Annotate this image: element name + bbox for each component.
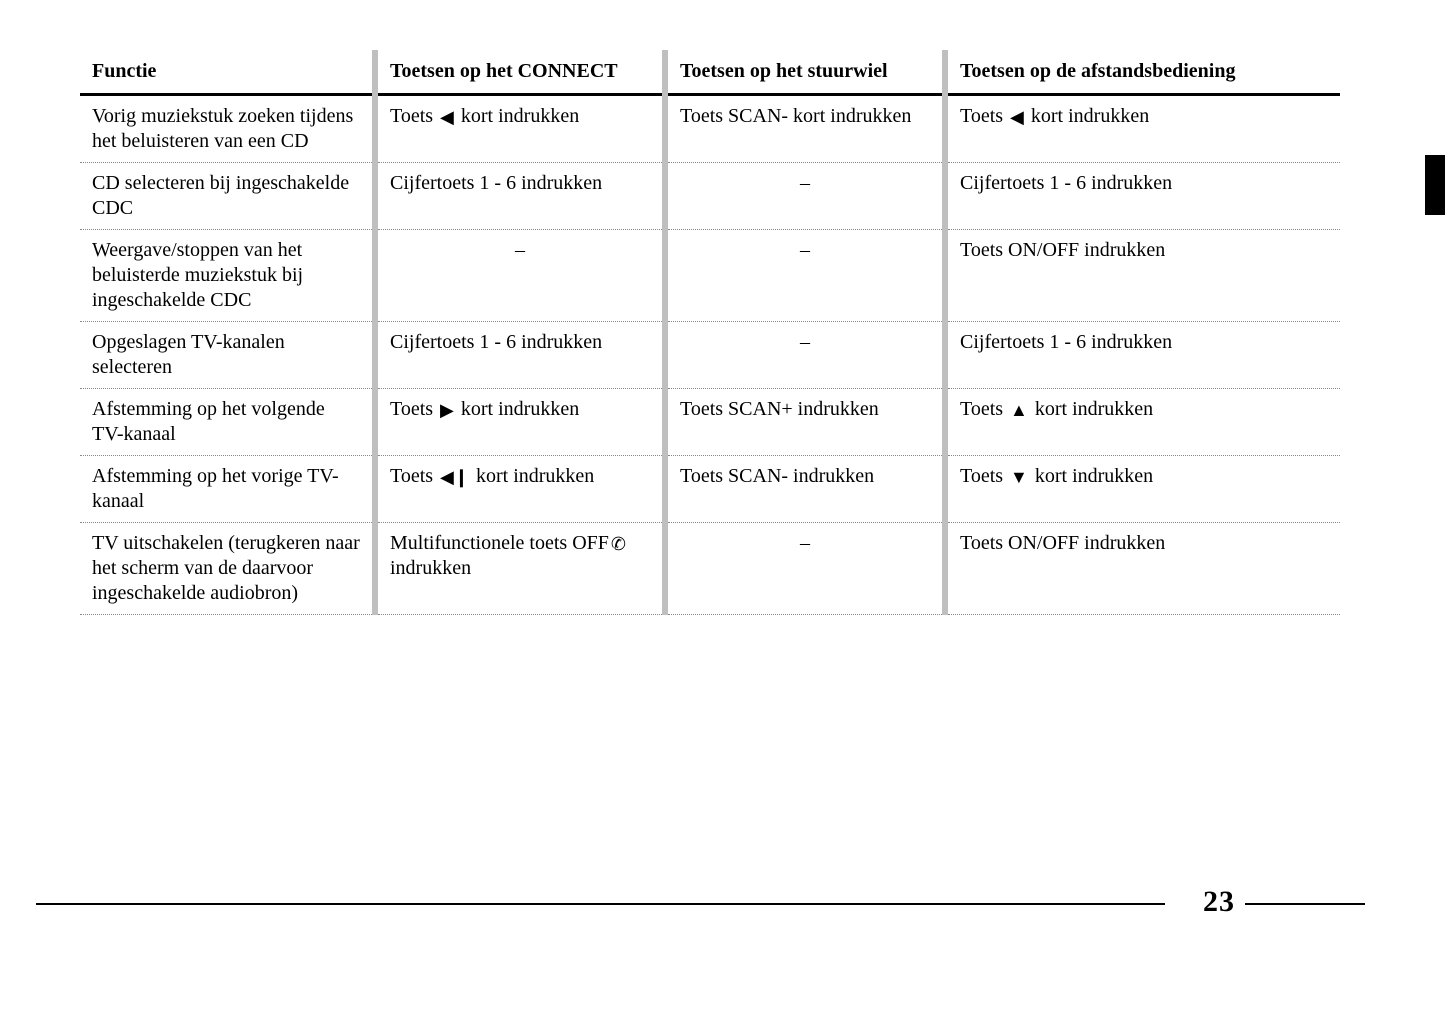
page-edge-tab bbox=[1425, 155, 1445, 215]
page-number: 23 bbox=[1203, 885, 1235, 919]
table-cell: Toets SCAN- indrukken bbox=[665, 456, 945, 523]
table-cell: – bbox=[375, 230, 665, 322]
cell-functie: Afstemming op het volgende TV-kanaal bbox=[80, 389, 375, 456]
table-row: TV uitschakelen (terugkeren naar het sch… bbox=[80, 523, 1340, 615]
table-cell: – bbox=[665, 322, 945, 389]
cell-text-post: kort indrukken bbox=[471, 465, 594, 487]
col-header-stuurwiel: Toetsen op het stuurwiel bbox=[665, 50, 945, 95]
triangle-down-icon: ▼ bbox=[1008, 466, 1030, 489]
cell-text-pre: Toets bbox=[390, 398, 438, 420]
table-cell: Toets ▼ kort indrukken bbox=[945, 456, 1340, 523]
cell-text-post: kort indrukken bbox=[1026, 105, 1149, 127]
table-cell: Toets ◀ kort indrukken bbox=[375, 95, 665, 163]
table-cell: Toets ▶ kort indrukken bbox=[375, 389, 665, 456]
triangle-up-icon: ▲ bbox=[1008, 399, 1030, 422]
cell-text-pre: Toets bbox=[960, 465, 1008, 487]
functions-table: Functie Toetsen op het CONNECT Toetsen o… bbox=[80, 50, 1340, 615]
table-cell: Toets SCAN+ indrukken bbox=[665, 389, 945, 456]
table-cell: Cijfertoets 1 - 6 indrukken bbox=[375, 322, 665, 389]
triangle-left-double-icon: ◀❙ bbox=[438, 466, 471, 489]
table-cell: – bbox=[665, 230, 945, 322]
cell-text-post: kort indrukken bbox=[456, 105, 579, 127]
page-footer: 23 bbox=[0, 889, 1445, 919]
table-row: CD selecteren bij ingeschakelde CDCCijfe… bbox=[80, 163, 1340, 230]
cell-functie: CD selecteren bij ingeschakelde CDC bbox=[80, 163, 375, 230]
cell-text-post: kort indrukken bbox=[1030, 398, 1153, 420]
cell-text-pre: Toets bbox=[390, 105, 438, 127]
table-cell: Toets ▲ kort indrukken bbox=[945, 389, 1340, 456]
col-header-afstand: Toetsen op de afstandsbediening bbox=[945, 50, 1340, 95]
table-cell: Toets SCAN- kort indrukken bbox=[665, 95, 945, 163]
col-header-functie: Functie bbox=[80, 50, 375, 95]
cell-functie: Opgeslagen TV-kanalen selecteren bbox=[80, 322, 375, 389]
table-row: Weergave/stoppen van het beluisterde muz… bbox=[80, 230, 1340, 322]
cell-functie: TV uitschakelen (terugkeren naar het sch… bbox=[80, 523, 375, 615]
table-cell: Toets ◀ kort indrukken bbox=[945, 95, 1340, 163]
cell-functie: Afstemming op het vorige TV-kanaal bbox=[80, 456, 375, 523]
col-header-connect: Toetsen op het CONNECT bbox=[375, 50, 665, 95]
table-row: Afstemming op het vorige TV-kanaalToets … bbox=[80, 456, 1340, 523]
table-row: Opgeslagen TV-kanalen selecterenCijferto… bbox=[80, 322, 1340, 389]
table-cell: Toets ◀❙ kort indrukken bbox=[375, 456, 665, 523]
triangle-right-icon: ▶ bbox=[438, 399, 456, 422]
cell-text-post: kort indrukken bbox=[1030, 465, 1153, 487]
table-row: Afstemming op het volgende TV-kanaalToet… bbox=[80, 389, 1340, 456]
triangle-left-icon: ◀ bbox=[1008, 106, 1026, 129]
table-cell: – bbox=[665, 523, 945, 615]
table-cell: Cijfertoets 1 - 6 indrukken bbox=[945, 322, 1340, 389]
table-cell: Toets ON/OFF indrukken bbox=[945, 230, 1340, 322]
cell-functie: Weergave/stoppen van het beluisterde muz… bbox=[80, 230, 375, 322]
phone-off-icon: ✆ bbox=[609, 533, 628, 556]
cell-text-pre: Toets bbox=[390, 465, 438, 487]
cell-text-post: kort indrukken bbox=[456, 398, 579, 420]
table-row: Vorig muziekstuk zoeken tijdens het belu… bbox=[80, 95, 1340, 163]
footer-rule-right bbox=[1245, 903, 1365, 905]
table-header-row: Functie Toetsen op het CONNECT Toetsen o… bbox=[80, 50, 1340, 95]
cell-text-pre: Multifunctionele toets OFF bbox=[390, 532, 609, 554]
footer-rule-left bbox=[36, 903, 1165, 905]
cell-functie: Vorig muziekstuk zoeken tijdens het belu… bbox=[80, 95, 375, 163]
table-cell: Toets ON/OFF indrukken bbox=[945, 523, 1340, 615]
cell-text-pre: Toets bbox=[960, 105, 1008, 127]
table-cell: Cijfertoets 1 - 6 indrukken bbox=[945, 163, 1340, 230]
table-cell: Cijfertoets 1 - 6 indrukken bbox=[375, 163, 665, 230]
table-cell: – bbox=[665, 163, 945, 230]
cell-text-post: indrukken bbox=[390, 557, 471, 579]
triangle-left-icon: ◀ bbox=[438, 106, 456, 129]
cell-text-pre: Toets bbox=[960, 398, 1008, 420]
table-cell: Multifunctionele toets OFF✆ indrukken bbox=[375, 523, 665, 615]
